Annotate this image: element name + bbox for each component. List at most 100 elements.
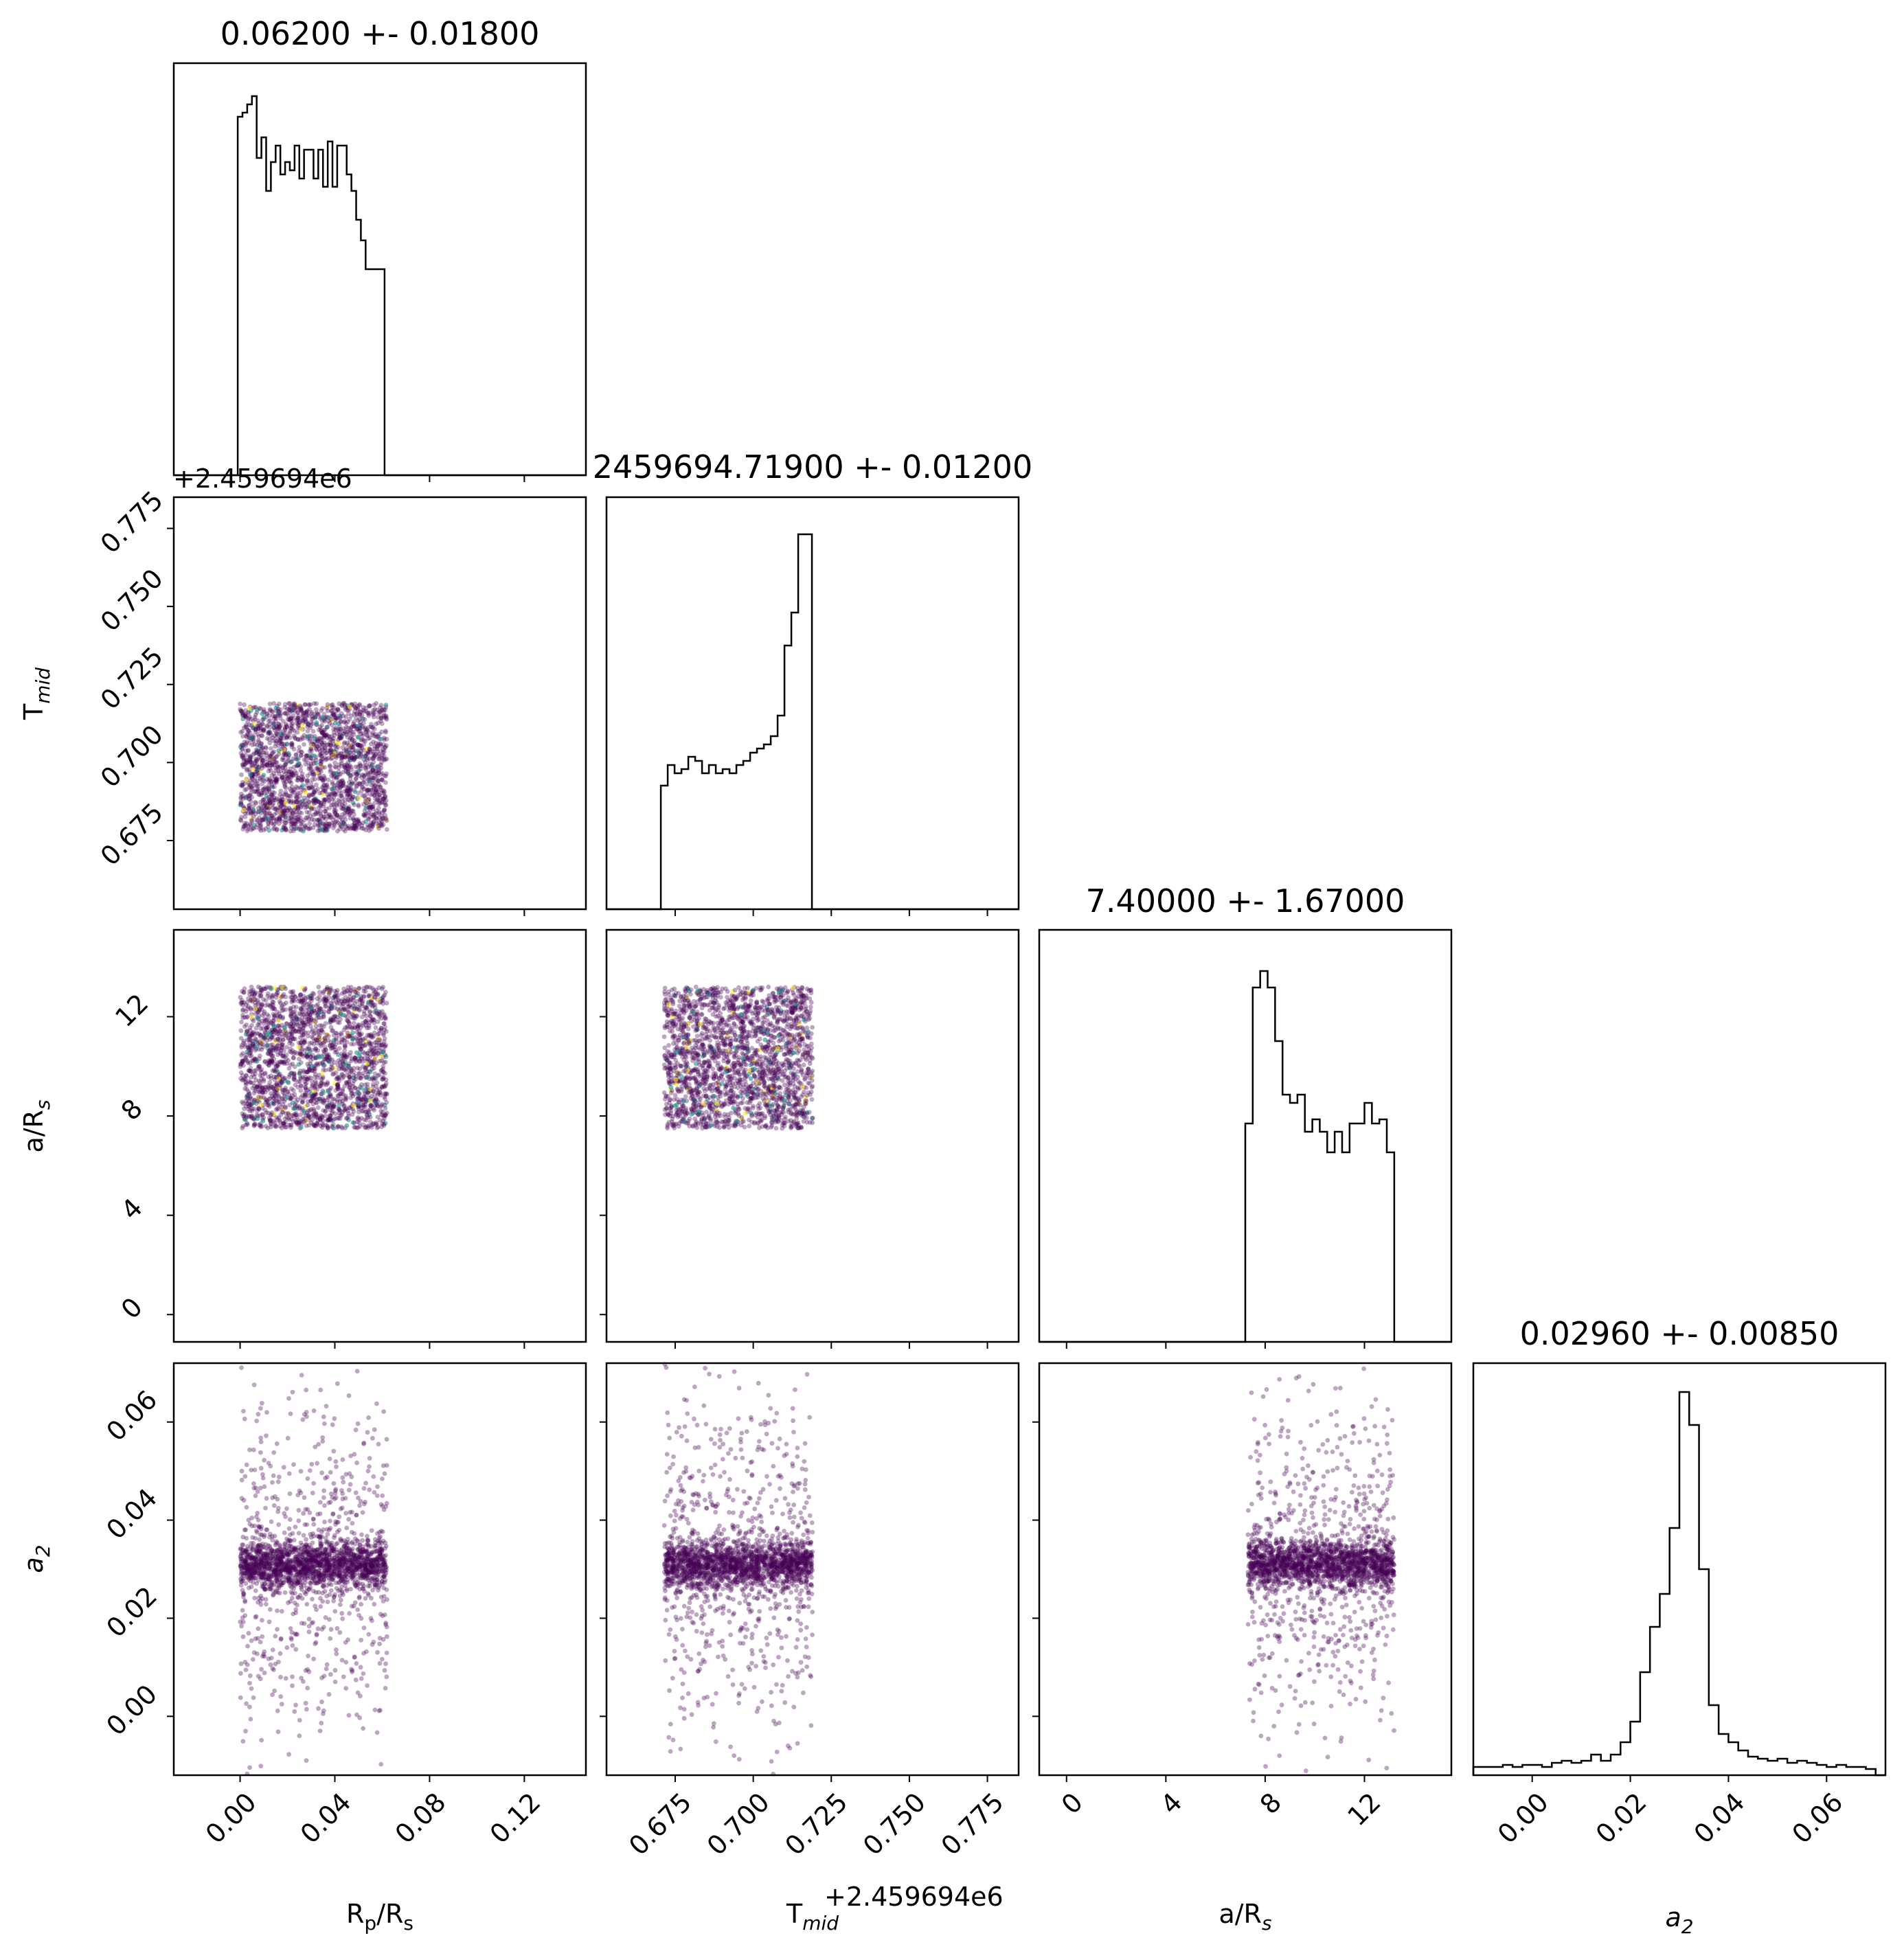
ars_vs_rp-point: [306, 1103, 310, 1108]
tmid_vs_rp-point: [253, 727, 258, 732]
ars_vs_rp-point: [299, 1060, 304, 1065]
ars_vs_rp-point: [240, 1126, 245, 1130]
ars_vs_rp-point: [314, 1024, 319, 1029]
ars_vs_rp-point: [256, 1095, 261, 1099]
tmid_vs_rp-point: [324, 824, 329, 829]
tmid_vs_rp-point: [286, 816, 291, 821]
ars_vs_rp-point: [324, 997, 329, 1002]
tmid_vs_rp-point: [243, 712, 248, 717]
tmid_vs_rp-point: [348, 705, 352, 709]
xlabel-rp: Rp/Rs: [346, 1899, 413, 1935]
ars_vs_rp-point: [285, 1095, 290, 1100]
tmid_vs_rp-point: [376, 752, 381, 757]
ars_vs_rp-point: [240, 1051, 245, 1056]
ars_vs_rp-point: [253, 1077, 258, 1082]
ars_vs_rp-point: [271, 994, 275, 999]
tmid_vs_rp-point: [383, 757, 388, 762]
tmid_vs_rp-point: [344, 750, 349, 755]
tmid_vs_rp-point: [241, 808, 246, 812]
ars_vs_rp-point: [253, 1006, 258, 1011]
tmid_vs_rp-point: [312, 807, 317, 812]
ars_vs_rp-point: [280, 1016, 285, 1020]
ars_vs_rp-point: [372, 1034, 376, 1039]
ars_vs_rp-point: [252, 1091, 257, 1095]
ars_vs_rp-point: [348, 1083, 352, 1088]
ars_vs_rp-point: [280, 1090, 285, 1095]
ars_vs_rp-point: [283, 1106, 288, 1110]
tmid_vs_rp-point: [354, 772, 359, 777]
ars_vs_rp-point: [334, 1071, 339, 1075]
ars_vs_rp-point: [329, 1025, 334, 1030]
ars_vs_rp-point: [262, 1077, 267, 1082]
ars_vs_rp-point: [308, 1086, 313, 1091]
tmid_vs_rp-point: [324, 817, 328, 821]
ars_vs_rp-point: [277, 999, 282, 1004]
ars_vs_rp-point: [257, 1023, 262, 1028]
tmid_vs_rp-point: [352, 738, 357, 743]
ars_vs_rp-point: [311, 1008, 316, 1013]
tmid_vs_rp-point: [296, 761, 301, 766]
tmid_hist-line: [607, 534, 1019, 909]
ars_vs_rp-point: [333, 1038, 338, 1042]
tmid_vs_rp-point: [384, 703, 389, 707]
ars_vs_rp-point: [383, 990, 388, 994]
tmid_vs_rp-point: [329, 803, 334, 808]
ars_vs_rp-point: [368, 1099, 373, 1104]
ars_vs_rp-point: [384, 1100, 389, 1105]
ars_vs_rp-point: [261, 1115, 266, 1120]
tmid_vs_rp-point: [238, 707, 242, 712]
tmid_vs_rp-point: [365, 788, 370, 793]
tmid_vs_rp-point: [378, 741, 383, 746]
ars_vs_rp-point: [321, 991, 326, 996]
ars_vs_rp-point: [287, 1117, 292, 1122]
ars_vs_rp-point: [258, 1068, 263, 1073]
ars_vs_rp-point: [319, 1028, 324, 1033]
ars_vs_rp-point: [300, 1100, 305, 1105]
ars_vs_rp-point: [246, 1101, 251, 1106]
tmid_vs_rp-point: [295, 786, 300, 790]
ars_vs_rp-point: [381, 1021, 386, 1026]
tmid_vs_rp-point: [370, 732, 374, 737]
ars_vs_rp-point: [284, 1007, 288, 1012]
ars_vs_rp-point: [310, 1027, 315, 1032]
ars_vs_rp-point: [384, 1077, 389, 1082]
ars_vs_rp-point: [251, 1018, 256, 1023]
ars_vs_rp-point: [335, 1097, 339, 1102]
tmid_vs_rp-point: [341, 731, 346, 736]
tmid_vs_rp-point: [300, 735, 305, 740]
ars_vs_rp-point: [271, 1012, 276, 1016]
tmid_vs_rp-point: [264, 777, 269, 781]
ars_vs_rp-point: [309, 1040, 314, 1045]
ars_vs_rp-point: [257, 994, 262, 999]
ars_vs_rp-point: [286, 1080, 291, 1084]
ars_vs_rp-point: [262, 1009, 267, 1014]
tmid_vs_rp-point: [372, 746, 376, 751]
tmid_vs_rp-point: [269, 763, 273, 768]
tmid_vs_rp-point: [299, 811, 304, 816]
ars_vs_rp-point: [274, 1097, 279, 1102]
tmid_vs_rp-point: [302, 790, 307, 795]
ars_vs_rp-point: [295, 1104, 299, 1108]
ars_vs_rp-point: [283, 994, 288, 999]
tmid_vs_rp-point: [313, 753, 317, 758]
ars_vs_rp-point: [381, 1069, 386, 1074]
ars_vs_rp-point: [368, 1043, 373, 1048]
tmid_vs_rp-point: [332, 814, 337, 819]
tmid_vs_rp-point: [242, 821, 247, 825]
ars_vs_rp-point: [263, 1003, 268, 1008]
ars_vs_rp-point: [374, 1025, 378, 1030]
tmid_vs_rp-point: [296, 805, 301, 810]
tmid_vs_rp-point: [339, 711, 344, 716]
tmid_vs_rp-point: [258, 729, 263, 733]
ars_vs_rp-point: [372, 1099, 377, 1104]
tmid_vs_rp-point: [381, 791, 386, 796]
tmid_vs_rp-point: [307, 810, 312, 815]
tmid_vs_rp-point: [353, 706, 358, 711]
ars_hist-line: [1039, 971, 1451, 1342]
ars_vs_rp-point: [313, 1069, 317, 1074]
tmid_vs_rp-point: [309, 747, 314, 752]
tmid_vs_rp-point: [238, 702, 242, 707]
tmid_vs_rp-point: [334, 771, 339, 776]
ars_vs_rp-point: [275, 1106, 280, 1111]
ars_vs_rp-point: [368, 1107, 373, 1112]
